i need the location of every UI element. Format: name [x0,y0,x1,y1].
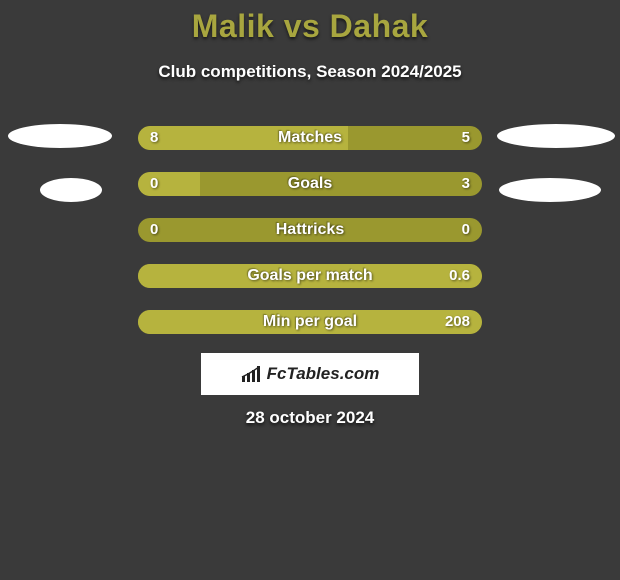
page-title: Malik vs Dahak [0,8,620,45]
stat-row: 208Min per goal [138,310,482,334]
brand-logo: FcTables.com [241,364,380,384]
subtitle: Club competitions, Season 2024/2025 [0,62,620,82]
stat-row: 00Hattricks [138,218,482,242]
decorative-oval [8,124,112,148]
stat-row: 85Matches [138,126,482,150]
stat-row: 0.6Goals per match [138,264,482,288]
decorative-oval [40,178,102,202]
date-line: 28 october 2024 [0,408,620,428]
decorative-oval [499,178,601,202]
brand-box[interactable]: FcTables.com [201,353,419,395]
stat-label: Goals [138,172,482,196]
comparison-card: Malik vs Dahak Club competitions, Season… [0,0,620,580]
stat-label: Min per goal [138,310,482,334]
stat-row: 03Goals [138,172,482,196]
stat-label: Matches [138,126,482,150]
brand-text: FcTables.com [267,364,380,384]
decorative-oval [497,124,615,148]
stat-label: Goals per match [138,264,482,288]
stat-label: Hattricks [138,218,482,242]
bar-chart-icon [241,365,263,383]
